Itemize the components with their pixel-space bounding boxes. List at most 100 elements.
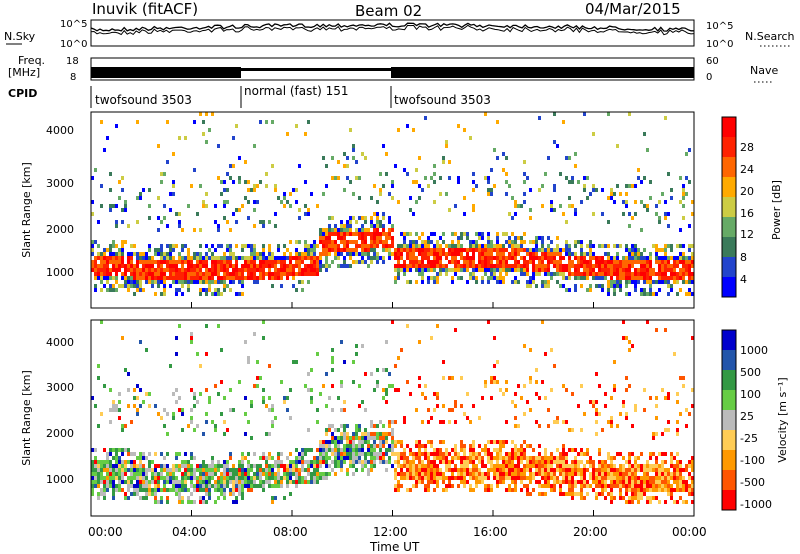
velocity-cell [139,468,142,472]
velocity-cell [478,452,481,456]
velocity-cell [121,336,124,340]
power-cell [454,264,457,268]
velocity-cell [271,496,274,500]
velocity-cell [124,424,127,428]
power-cell [631,260,634,264]
power-cell [175,276,178,280]
power-cell [304,132,307,136]
velocity-cell [685,488,688,492]
power-cell [541,256,544,260]
power-cell [415,248,418,252]
power-cell [601,260,604,264]
power-cbar-tick-4: 4 [740,273,747,286]
power-cell [388,220,391,224]
power-cell [631,184,634,188]
velocity-cell [652,464,655,468]
power-cell [196,268,199,272]
power-cell [451,268,454,272]
velocity-cell [193,468,196,472]
velocity-cell [178,500,181,504]
power-cell [640,228,643,232]
power-cell [520,256,523,260]
velocity-cell [319,472,322,476]
velocity-cell [406,324,409,328]
power-cell [352,252,355,256]
velocity-cell [247,476,250,480]
velocity-cell [160,452,163,456]
velocity-cell [334,472,337,476]
velocity-cell [430,336,433,340]
power-cell [232,256,235,260]
velocity-cell [157,412,160,416]
power-cell [550,260,553,264]
velocity-cell [544,464,547,468]
power-cell [502,264,505,268]
power-cell [472,180,475,184]
velocity-cell [442,476,445,480]
velocity-cell [157,500,160,504]
velocity-cell [385,468,388,472]
power-cell [601,256,604,260]
power-cell [409,280,412,284]
velocity-cell [145,456,148,460]
velocity-cell [541,464,544,468]
velocity-cell [100,320,103,324]
power-cell [673,264,676,268]
velocity-cell [130,460,133,464]
velocity-cell [505,456,508,460]
power-cell [607,264,610,268]
velocity-cell [403,476,406,480]
velocity-cell [307,388,310,392]
velocity-cell [271,468,274,472]
power-cell [487,232,490,236]
velocity-cell [313,480,316,484]
velocity-cell [421,460,424,464]
velocity-cell [619,484,622,488]
power-cell [235,208,238,212]
power-cell [391,240,394,244]
velocity-cell [526,492,529,496]
power-cell [334,248,337,252]
power-cell [298,268,301,272]
power-cell [610,272,613,276]
velocity-cell [115,472,118,476]
velocity-cell [613,484,616,488]
velocity-cell [232,476,235,480]
velocity-cell [268,408,271,412]
velocity-cell [403,420,406,424]
nave-label: Nave [750,64,778,77]
velocity-cell [544,456,547,460]
power-cell [628,184,631,188]
power-cell [253,184,256,188]
velocity-cell [328,464,331,468]
power-cell [211,264,214,268]
power-cell [112,268,115,272]
velocity-cell [679,472,682,476]
velocity-cell [445,468,448,472]
power-cell [223,260,226,264]
velocity-cell [310,368,313,372]
power-cell [523,160,526,164]
power-cell [457,260,460,264]
velocity-cell [649,500,652,504]
velocity-cell [163,480,166,484]
velocity-cell [511,448,514,452]
velocity-cell [136,384,139,388]
power-cell [268,256,271,260]
power-cell [577,260,580,264]
power-cell [481,280,484,284]
velocity-cell [619,472,622,476]
power-cell [676,280,679,284]
power-data [91,112,694,296]
power-cell [187,252,190,256]
velocity-cell [562,464,565,468]
velocity-cell [166,476,169,480]
power-cell [454,248,457,252]
velocity-cell [193,500,196,504]
power-cell [421,244,424,248]
power-cell [352,232,355,236]
power-cell [481,276,484,280]
power-cell [331,260,334,264]
velocity-cell [439,460,442,464]
velocity-cell [508,452,511,456]
